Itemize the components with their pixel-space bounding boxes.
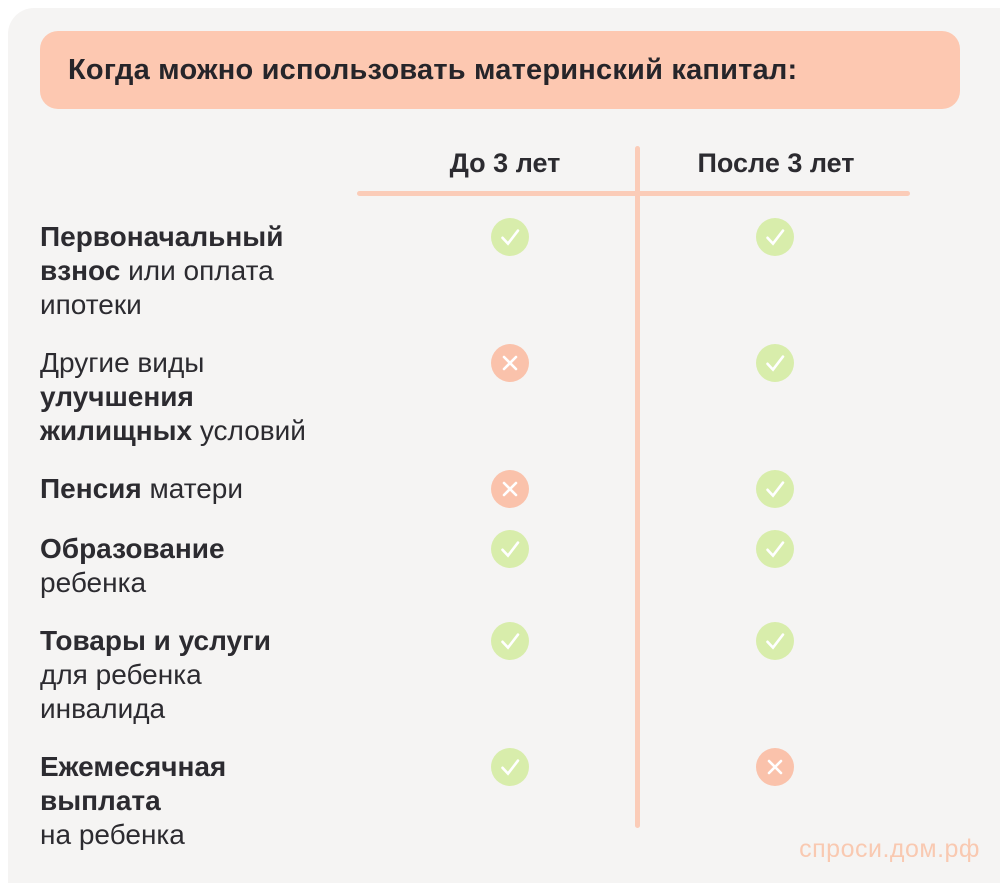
row-label: Другие виды улучшения жилищных условий: [40, 347, 306, 446]
row-label: Ежемесячная выплата на ребенка: [40, 751, 227, 850]
page-title: Когда можно использовать материнский кап…: [68, 53, 798, 86]
check-icon: [491, 218, 529, 256]
table-rows: Первоначальный взнос или оплата ипотеки Дру…: [0, 218, 1000, 876]
table-row: Товары и услуги для ребенка инвалида: [0, 622, 1000, 726]
row-label: Первоначальный взнос или оплата ипотеки: [40, 221, 284, 320]
cross-icon: [756, 748, 794, 786]
check-icon: [491, 622, 529, 660]
row-label: Образование ребенка: [40, 533, 225, 598]
row-label: Пенсия матери: [40, 473, 244, 504]
horizontal-divider: [357, 191, 910, 196]
check-icon: [491, 748, 529, 786]
watermark: спроси.дом.рф: [799, 835, 980, 863]
table-row: Пенсия матери: [0, 470, 1000, 508]
check-icon: [756, 530, 794, 568]
row-label: Товары и услуги для ребенка инвалида: [40, 625, 271, 724]
check-icon: [756, 218, 794, 256]
vertical-divider: [635, 146, 640, 828]
table-row: Другие виды улучшения жилищных условий: [0, 344, 1000, 448]
title-banner: Когда можно использовать материнский кап…: [40, 31, 960, 109]
table-row: Первоначальный взнос или оплата ипотеки: [0, 218, 1000, 322]
column-header-after-3-years: После 3 лет: [697, 148, 855, 178]
table-row: Образование ребенка: [0, 530, 1000, 600]
check-icon: [756, 344, 794, 382]
cross-icon: [491, 470, 529, 508]
check-icon: [756, 470, 794, 508]
infographic-card: [8, 8, 1000, 883]
check-icon: [756, 622, 794, 660]
check-icon: [491, 530, 529, 568]
table-row: Ежемесячная выплата на ребенка: [0, 748, 1000, 852]
cross-icon: [491, 344, 529, 382]
column-header-before-3-years: До 3 лет: [449, 148, 561, 178]
